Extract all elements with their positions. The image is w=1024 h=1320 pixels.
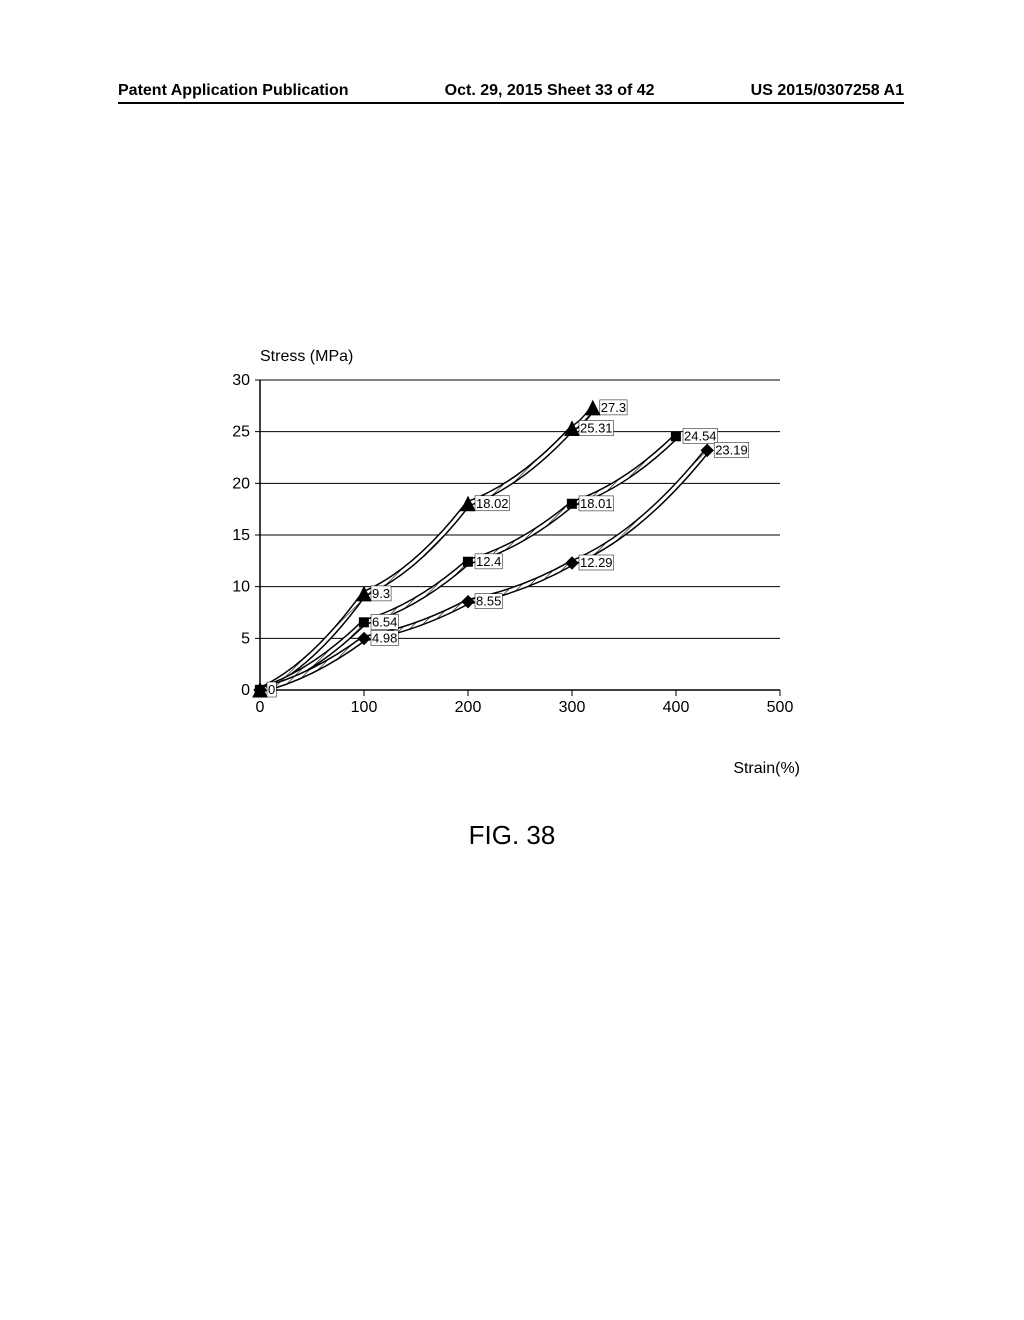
- svg-text:12.29: 12.29: [580, 555, 613, 570]
- svg-text:300: 300: [559, 699, 586, 716]
- svg-text:6.54: 6.54: [372, 614, 397, 629]
- svg-text:20: 20: [232, 475, 250, 492]
- svg-text:200: 200: [455, 699, 482, 716]
- header-center: Oct. 29, 2015 Sheet 33 of 42: [445, 82, 655, 100]
- svg-text:18.01: 18.01: [580, 496, 613, 511]
- svg-text:500: 500: [767, 699, 794, 716]
- svg-text:18.02: 18.02: [476, 496, 509, 511]
- header-right: US 2015/0307258 A1: [751, 82, 904, 100]
- svg-text:0: 0: [268, 682, 275, 697]
- svg-text:23.19: 23.19: [715, 442, 748, 457]
- patent-header: Patent Application Publication Oct. 29, …: [0, 82, 1024, 100]
- svg-text:25.31: 25.31: [580, 420, 613, 435]
- y-axis-title: Stress (MPa): [260, 348, 353, 366]
- svg-text:0: 0: [256, 699, 265, 716]
- svg-text:10: 10: [232, 579, 250, 596]
- stress-strain-chart: Stress (MPa) 051015202530010020030040050…: [210, 370, 810, 730]
- svg-text:27.3: 27.3: [601, 400, 626, 415]
- svg-text:12.4: 12.4: [476, 554, 501, 569]
- chart-canvas: 05101520253001002003004005009.318.0225.3…: [210, 370, 810, 730]
- svg-text:30: 30: [232, 372, 250, 389]
- svg-text:400: 400: [663, 699, 690, 716]
- svg-text:0: 0: [241, 682, 250, 699]
- svg-text:9.3: 9.3: [372, 586, 390, 601]
- header-divider: [118, 102, 904, 104]
- svg-text:8.55: 8.55: [476, 594, 501, 609]
- svg-text:4.98: 4.98: [372, 631, 397, 646]
- header-left: Patent Application Publication: [118, 82, 349, 100]
- svg-text:15: 15: [232, 527, 250, 544]
- svg-text:25: 25: [232, 424, 250, 441]
- svg-text:24.54: 24.54: [684, 428, 717, 443]
- svg-text:5: 5: [241, 630, 250, 647]
- svg-text:100: 100: [351, 699, 378, 716]
- x-axis-title: Strain(%): [733, 760, 800, 778]
- figure-caption: FIG. 38: [0, 820, 1024, 851]
